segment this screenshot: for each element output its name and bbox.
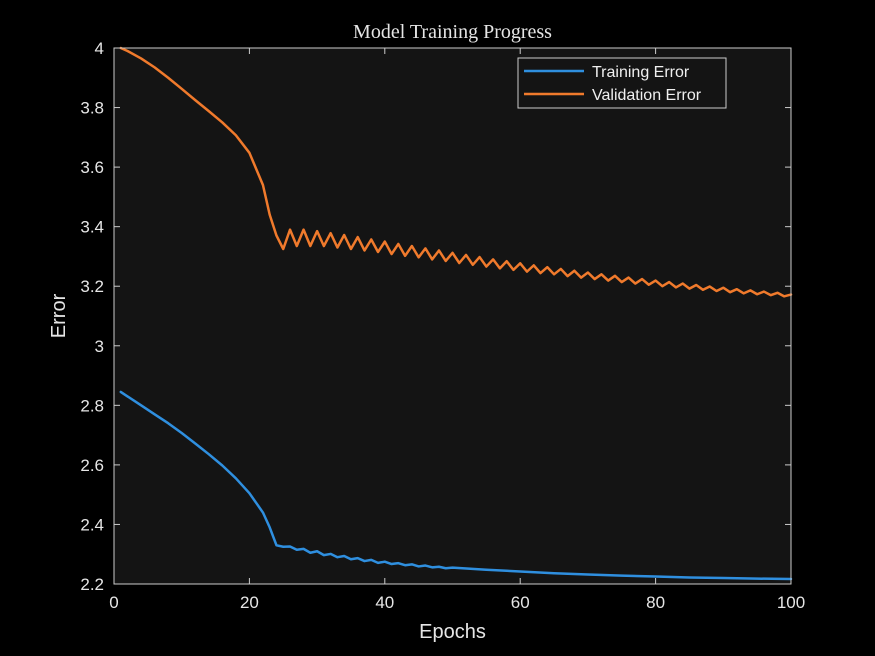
legend-label-validation-error: Validation Error — [592, 87, 702, 104]
y-tick-label: 2.4 — [80, 515, 104, 534]
series-line-training-error — [119, 390, 793, 581]
plot-frame — [113, 47, 792, 585]
y-tick-label: 3 — [95, 337, 104, 356]
legend-box — [517, 57, 727, 109]
x-tick-label: 40 — [375, 593, 394, 612]
chart-title: Model Training Progress — [353, 21, 552, 43]
x-tick-label: 0 — [109, 593, 118, 612]
x-tick-label: 100 — [777, 593, 805, 612]
legend: Training Error Validation Error — [517, 57, 727, 109]
x-axis: 0 20 40 60 80 100 — [109, 48, 805, 612]
x-tick-label: 20 — [240, 593, 259, 612]
y-tick-label: 2.2 — [80, 575, 104, 594]
y-tick-label: 3.8 — [80, 99, 104, 118]
y-axis: 2.2 2.4 2.6 2.8 3 3.2 3.4 3.6 3.8 4 — [80, 39, 791, 594]
y-tick-label: 3.4 — [80, 218, 104, 237]
x-tick-label: 80 — [646, 593, 665, 612]
y-tick-label: 2.8 — [80, 396, 104, 415]
y-tick-label: 3.6 — [80, 158, 104, 177]
x-axis-label: Epochs — [419, 621, 486, 643]
y-tick-label: 3.2 — [80, 277, 104, 296]
y-axis-label: Error — [48, 293, 70, 338]
series-layer — [119, 46, 793, 581]
series-line-validation-error — [119, 46, 793, 298]
legend-label-training-error: Training Error — [592, 64, 690, 81]
x-tick-label: 60 — [511, 593, 530, 612]
plot-area — [114, 48, 791, 584]
y-tick-label: 4 — [95, 39, 104, 58]
y-tick-label: 2.6 — [80, 456, 104, 475]
